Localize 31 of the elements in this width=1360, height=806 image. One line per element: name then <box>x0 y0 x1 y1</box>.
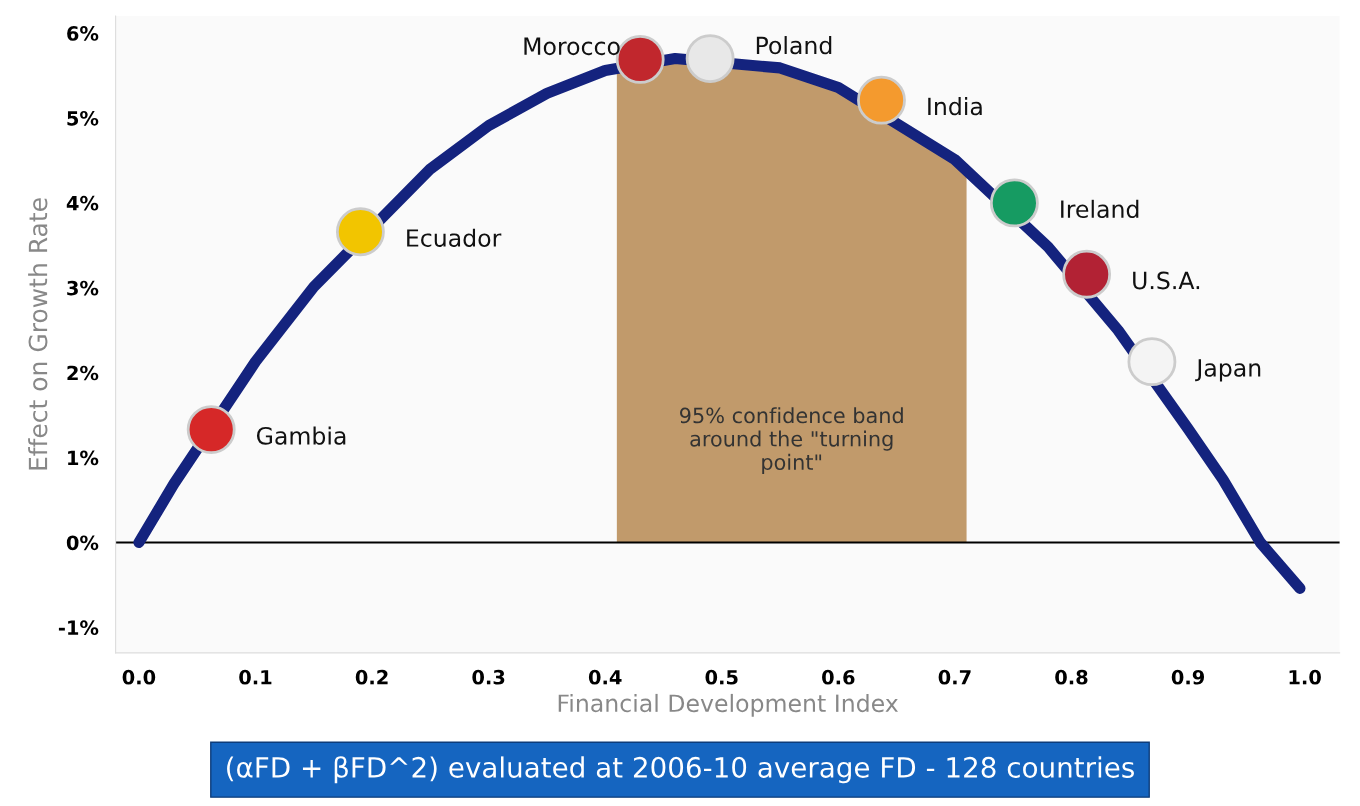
x-tick-label: 1.0 <box>1289 669 1321 685</box>
y-tick-label: 4% <box>66 195 99 211</box>
y-tick-label: 0% <box>66 535 99 551</box>
x-tick-label: 0.0 <box>122 669 156 685</box>
y-tick-label: 2% <box>67 365 99 381</box>
x-tick-label: 0.5 <box>705 669 738 685</box>
x-tick-label: 0.4 <box>588 669 622 685</box>
annotation: Ireland <box>1061 199 1139 219</box>
annotation: Gambia <box>256 426 346 445</box>
y-tick-label: 1% <box>68 450 99 466</box>
x-tick-label: 0.9 <box>1171 669 1205 685</box>
y-tick-label: 5% <box>67 110 99 126</box>
y-tick-label: 6% <box>67 26 99 41</box>
x-tick-label: 0.1 <box>239 669 272 685</box>
y-axis-title: Effect on Growth Rate <box>28 198 48 470</box>
annotation: Poland <box>756 36 832 55</box>
x-tick-label: 0.8 <box>1055 669 1088 685</box>
y-tick-label: 3% <box>67 280 99 296</box>
x-axis-title: Financial Development Index <box>558 693 898 717</box>
x-tick-label: 0.2 <box>355 669 388 685</box>
y-tick-label: -1% <box>58 620 99 636</box>
annotation: India <box>928 97 982 116</box>
band-label: 95% confidence band around the "turning point" <box>680 407 903 475</box>
x-tick-label: 0.6 <box>822 669 855 685</box>
annotation: Ecuador <box>407 228 502 247</box>
text: (αFD + βFD^2) evaluated at 2006-10 average FD - 128 countries <box>227 756 1134 784</box>
x-tick-label: 0.3 <box>472 669 505 685</box>
x-tick-label: 0.7 <box>938 669 971 685</box>
annotation: Morocco <box>524 37 620 56</box>
annotation: U.S.A. <box>1133 271 1200 290</box>
annotation: Japan <box>1195 359 1261 382</box>
